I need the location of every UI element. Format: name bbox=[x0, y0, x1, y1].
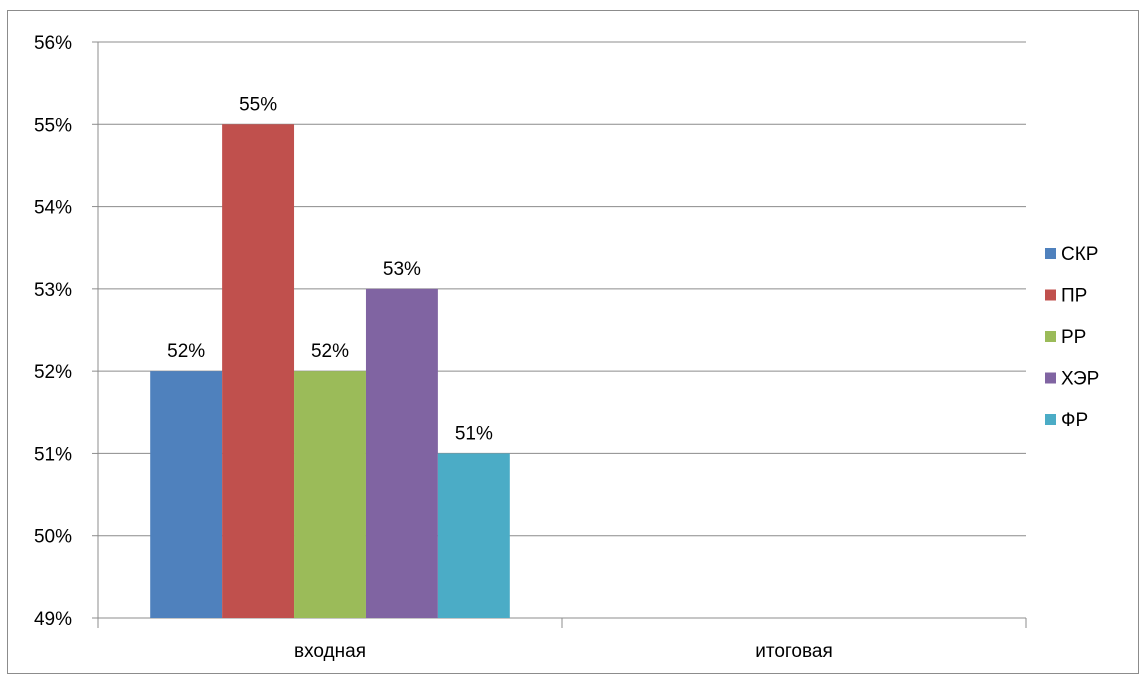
legend-label: СКР bbox=[1061, 244, 1098, 265]
y-tick-label: 51% bbox=[34, 444, 72, 465]
bar bbox=[365, 288, 438, 618]
x-axis: входная итоговая bbox=[97, 42, 1027, 662]
data-labels: 52% 55% 52% 53% 51% bbox=[167, 94, 493, 444]
legend-item: СКР bbox=[1045, 244, 1098, 265]
bars bbox=[150, 124, 510, 619]
legend: СКР ПР РР ХЭР ФР bbox=[1045, 244, 1099, 431]
y-tick-label: 49% bbox=[34, 609, 72, 630]
y-tick-label: 50% bbox=[34, 527, 72, 548]
x-tick-label: входная bbox=[294, 641, 366, 662]
bar bbox=[222, 124, 295, 619]
y-axis-tick-labels: 49% 50% 51% 52% 53% 54% 55% 56% bbox=[34, 33, 98, 630]
y-tick-label: 53% bbox=[34, 280, 72, 301]
x-tick-label: итоговая bbox=[755, 641, 832, 662]
y-tick-label: 56% bbox=[34, 33, 72, 54]
legend-label: ПР bbox=[1061, 286, 1087, 307]
legend-item: ХЭР bbox=[1045, 369, 1099, 390]
data-label: 51% bbox=[455, 423, 493, 444]
bar bbox=[150, 371, 223, 618]
legend-item: ПР bbox=[1045, 286, 1087, 307]
data-label: 52% bbox=[167, 341, 205, 362]
y-tick-label: 54% bbox=[34, 198, 72, 219]
data-label: 53% bbox=[383, 259, 421, 280]
legend-label: РР bbox=[1061, 327, 1086, 348]
legend-swatch bbox=[1045, 331, 1056, 342]
data-label: 52% bbox=[311, 341, 349, 362]
legend-swatch bbox=[1045, 414, 1056, 425]
y-tick-label: 55% bbox=[34, 115, 72, 136]
bar bbox=[437, 453, 510, 618]
legend-swatch bbox=[1045, 372, 1056, 384]
bar bbox=[294, 371, 366, 618]
legend-swatch bbox=[1045, 248, 1056, 259]
legend-label: ФР bbox=[1061, 410, 1088, 431]
legend-label: ХЭР bbox=[1061, 369, 1099, 390]
legend-item: ФР bbox=[1045, 410, 1088, 431]
legend-item: РР bbox=[1045, 327, 1086, 348]
data-label: 55% bbox=[239, 94, 277, 115]
legend-swatch bbox=[1045, 289, 1056, 301]
y-tick-label: 52% bbox=[34, 362, 72, 383]
